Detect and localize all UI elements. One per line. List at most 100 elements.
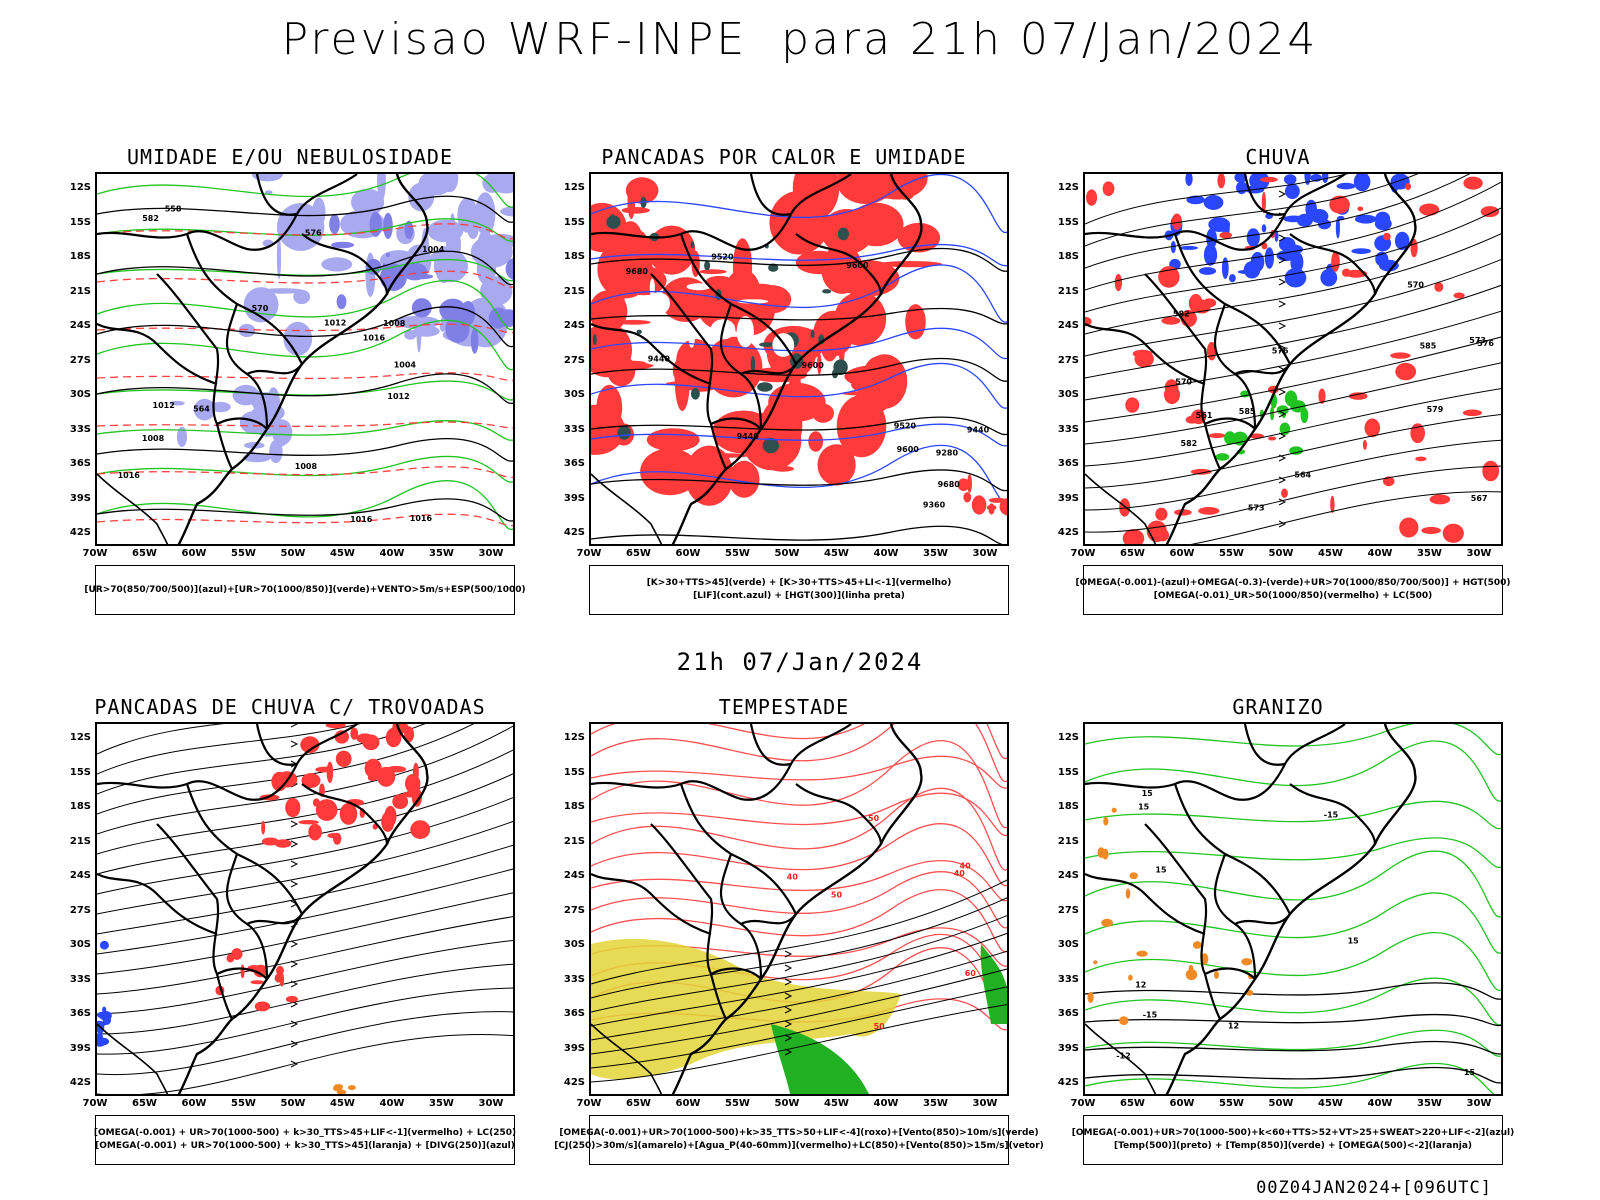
shaded-cell	[1330, 495, 1335, 514]
x-tick-label: 35W	[429, 1098, 454, 1109]
streamline	[1085, 174, 1419, 247]
shaded-cell	[640, 346, 673, 365]
contour-label: 50	[868, 814, 880, 823]
y-tick-label: 24S	[1057, 870, 1079, 881]
streamline-arrow	[290, 724, 299, 728]
streamline	[591, 915, 1007, 1013]
state-border	[1204, 417, 1256, 430]
streamline	[97, 1033, 513, 1094]
shaded-cell	[1285, 183, 1300, 199]
y-tick-label: 30S	[563, 939, 585, 950]
x-tick-label: 65W	[626, 548, 651, 559]
shaded-cell	[1185, 415, 1199, 424]
streamline-arrow	[784, 1048, 793, 1056]
y-tick-label: 15S	[563, 766, 585, 778]
shaded-cell	[293, 289, 311, 305]
political-borders	[97, 174, 429, 544]
shaded-cell	[475, 192, 496, 236]
contour-line	[1085, 850, 1501, 918]
contour-label: 567	[1471, 494, 1488, 503]
x-tick-label: 45W	[824, 1098, 849, 1109]
contour-label: 9440	[648, 355, 671, 364]
contour-label: 582	[1181, 439, 1198, 448]
shaded-cell	[260, 288, 304, 294]
y-tick-label: 24S	[69, 320, 91, 331]
x-tick-label: 35W	[923, 1098, 948, 1109]
shaded-cell	[1353, 174, 1371, 192]
shaded-cell	[439, 321, 446, 332]
state-border	[97, 323, 218, 386]
x-tick-label: 70W	[82, 548, 108, 559]
streamline-arrow	[1278, 300, 1287, 308]
y-tick-label: 30S	[1057, 389, 1079, 400]
contour-label: 9360	[923, 501, 946, 510]
shaded-cell	[1342, 268, 1351, 277]
y-tick-label: 33S	[1057, 973, 1079, 985]
panel-title: CHUVA	[1245, 145, 1311, 169]
contour-label: 9520	[894, 422, 917, 431]
x-tick-label: 65W	[132, 1098, 157, 1109]
contour-line	[591, 724, 1007, 760]
state-border	[185, 783, 303, 915]
jet-stream-yellow	[591, 938, 901, 1080]
contour-line	[97, 323, 513, 334]
shaded-cell	[957, 478, 970, 492]
shaded-cell	[470, 327, 479, 354]
shaded-cell	[759, 342, 777, 347]
shaded-cell	[427, 219, 464, 243]
state-border	[1289, 233, 1377, 295]
contour-line	[591, 423, 1007, 447]
x-tick-label: 35W	[1417, 548, 1442, 559]
state-border	[710, 967, 762, 980]
coastline	[671, 174, 923, 544]
y-tick-label: 33S	[563, 973, 585, 985]
shaded-cell	[1421, 526, 1441, 535]
shaded-cell	[392, 794, 409, 810]
contour-line	[591, 247, 1007, 272]
shaded-cell	[100, 1011, 112, 1021]
x-tick-label: 65W	[1120, 548, 1145, 559]
south-coast	[1085, 1023, 1157, 1094]
political-borders	[591, 724, 923, 1094]
y-tick-label: 12S	[1057, 732, 1079, 743]
streamline	[591, 879, 1007, 985]
x-tick-label: 60W	[1169, 548, 1195, 559]
political-borders	[1085, 724, 1417, 1094]
shaded-cell	[1198, 267, 1217, 275]
streamline	[1085, 465, 1501, 533]
state-border	[1085, 724, 1346, 801]
legend-line-2: [OMEGA(-0.001) + UR>70(1000-500) + k>30_…	[95, 1141, 515, 1151]
shaded-cell	[350, 727, 359, 740]
x-tick-label: 70W	[82, 1098, 108, 1109]
x-tick-label: 70W	[1070, 1098, 1096, 1109]
contour-line	[97, 380, 513, 401]
contour-label: 564	[193, 405, 210, 414]
streamline	[591, 932, 1007, 1027]
shaded-cell	[210, 401, 231, 413]
map-tempestade: 40 50 40 50 60 40 50	[589, 722, 1009, 1096]
shaded-cell	[412, 762, 419, 782]
shaded-cell	[441, 174, 459, 193]
contour-line	[1085, 892, 1501, 954]
streamline	[97, 939, 513, 1015]
legend-line-2: [CJ(250)>30m/s](amarelo)+[Agua_P(40-60mm…	[554, 1141, 1044, 1151]
y-tick-label: 15S	[563, 216, 585, 228]
shaded-cell	[1290, 251, 1304, 274]
legend-box: [OMEGA(-0.001)+UR>70(1000-500)+k>35_TTS>…	[554, 1115, 1044, 1165]
streamline-arrow	[290, 1060, 299, 1068]
x-tick-label: 60W	[675, 1098, 701, 1109]
hgt300-black	[591, 247, 1007, 544]
contour-label: 585	[1239, 407, 1256, 416]
y-tick-label: 24S	[563, 870, 585, 881]
x-tick-label: 55W	[1219, 548, 1244, 559]
state-border	[749, 724, 792, 766]
vento850-green-east	[980, 944, 1007, 1024]
mid-title: 21h 07/Jan/2024	[676, 648, 924, 676]
shaded-cell	[1097, 847, 1105, 858]
shaded-cell	[1394, 231, 1410, 251]
shaded-cell	[411, 787, 422, 807]
page-title: Previsao WRF-INPE para 21h 07/Jan/2024	[281, 14, 1319, 65]
shaded-cell	[817, 444, 856, 486]
omega500-orange	[1087, 807, 1148, 1025]
shaded-cell	[285, 995, 298, 1003]
